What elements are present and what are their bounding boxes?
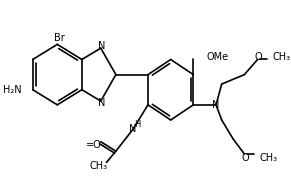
Text: O: O — [242, 153, 249, 163]
Text: N: N — [212, 100, 220, 110]
Text: Br: Br — [54, 33, 65, 43]
Text: H₂N: H₂N — [3, 85, 22, 95]
Text: CH₃: CH₃ — [90, 161, 108, 171]
Text: =O: =O — [86, 139, 102, 150]
Text: CH₃: CH₃ — [273, 52, 291, 62]
Text: N: N — [98, 41, 105, 51]
Text: OMe: OMe — [207, 52, 229, 62]
Text: N: N — [129, 124, 136, 134]
Text: H: H — [134, 120, 141, 129]
Text: N: N — [98, 98, 105, 108]
Text: CH₃: CH₃ — [260, 153, 278, 163]
Text: O: O — [255, 52, 262, 62]
